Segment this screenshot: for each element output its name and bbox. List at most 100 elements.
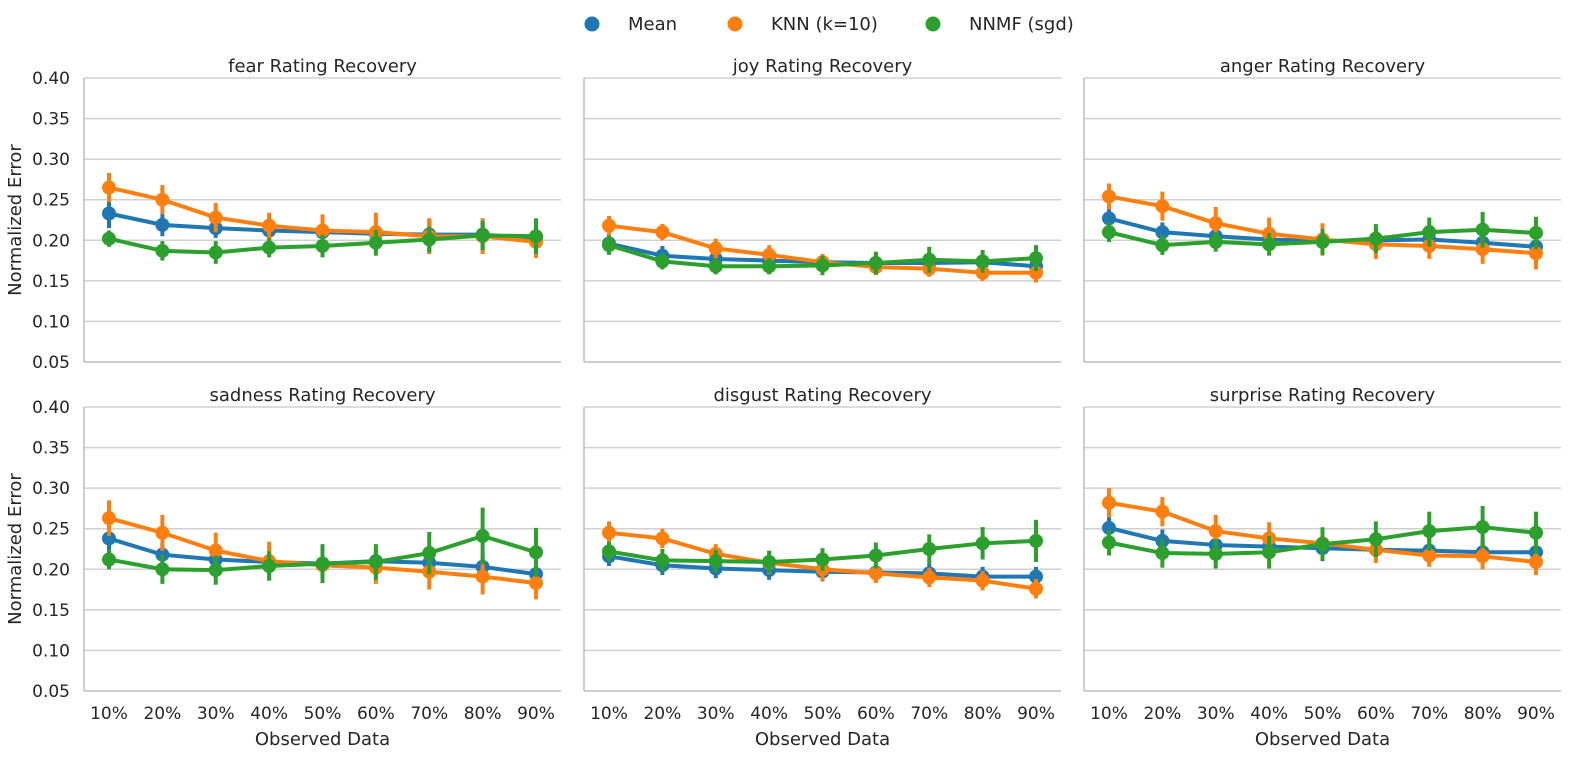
data-point: [1029, 533, 1043, 548]
data-point: [1155, 199, 1170, 214]
data-point: [1315, 234, 1330, 249]
x-tick-label: 30%: [697, 704, 735, 724]
panel-title: anger Rating Recovery: [1220, 56, 1426, 77]
data-point: [762, 554, 777, 569]
x-tick-label: 90%: [1017, 704, 1055, 724]
data-point: [208, 245, 223, 260]
y-tick-label: 0.25: [32, 520, 70, 540]
data-point: [1315, 537, 1330, 552]
data-point: [475, 228, 490, 243]
data-point: [529, 545, 543, 560]
data-point: [262, 559, 277, 574]
series-nnmf-sgd: [102, 218, 543, 264]
data-point: [1155, 504, 1170, 519]
data-point: [102, 531, 116, 546]
data-point: [922, 542, 937, 556]
data-point: [1529, 225, 1543, 240]
data-point: [208, 543, 223, 558]
x-tick-label: 70%: [410, 704, 448, 724]
data-point: [655, 225, 670, 240]
data-point: [155, 562, 170, 577]
data-point: [1208, 234, 1223, 249]
data-point: [602, 544, 616, 559]
x-tick-label: 70%: [1410, 704, 1448, 724]
data-point: [1208, 546, 1223, 561]
x-tick-label: 30%: [1197, 704, 1235, 724]
x-tick-label: 60%: [357, 704, 395, 724]
data-point: [102, 511, 116, 526]
data-point: [1422, 225, 1437, 240]
data-point: [1029, 251, 1043, 266]
panel-3: anger Rating Recovery: [1083, 56, 1561, 363]
legend-label: NNMF (sgd): [969, 14, 1074, 35]
data-point: [1102, 495, 1116, 510]
data-point: [155, 192, 170, 207]
data-point: [422, 546, 437, 561]
data-point: [708, 554, 723, 569]
x-tick-label: 80%: [464, 704, 502, 724]
data-point: [602, 218, 616, 233]
data-point: [655, 553, 670, 568]
series-nnmf-sgd: [602, 235, 1043, 276]
data-point: [475, 529, 490, 544]
panel-5: disgust Rating Recovery 10% 20% 30% 40% 50% 60…: [583, 385, 1061, 750]
y-tick-label: 0.35: [32, 110, 70, 130]
chart-legend: Mean KNN (k=10) NNMF (sgd): [584, 14, 1074, 35]
x-tick-label: 50%: [804, 704, 842, 724]
x-tick-label: 10%: [1090, 704, 1128, 724]
x-tick-label: 70%: [910, 704, 948, 724]
data-point: [315, 238, 330, 253]
data-point: [1368, 231, 1383, 246]
chart-panels: fear Rating Recovery 0.05 0.10 0.15 0.20 0.25…: [5, 56, 1561, 750]
panel-title: sadness Rating Recovery: [209, 385, 435, 406]
x-tick-label: 30%: [197, 704, 235, 724]
data-point: [868, 548, 883, 563]
data-point: [922, 252, 937, 267]
y-axis-title: Normalized Error: [5, 473, 26, 625]
data-point: [815, 258, 830, 273]
data-point: [262, 240, 277, 255]
data-point: [602, 238, 616, 253]
data-point: [155, 243, 170, 258]
data-point: [1422, 548, 1437, 563]
y-tick-label: 0.15: [32, 272, 70, 292]
data-point: [1529, 246, 1543, 261]
data-point: [529, 229, 543, 244]
x-tick-label: 80%: [1464, 704, 1502, 724]
data-point: [655, 531, 670, 546]
y-axis-title: Normalized Error: [5, 144, 26, 296]
legend-marker: [584, 16, 600, 32]
y-tick-label: 0.20: [32, 231, 70, 251]
x-axis-title: Observed Data: [755, 729, 890, 750]
y-tick-label: 0.20: [32, 560, 70, 580]
data-point: [1475, 222, 1490, 237]
data-point: [1262, 237, 1277, 252]
data-point: [1102, 189, 1116, 204]
series-nnmf-sgd: [602, 519, 1043, 574]
data-point: [102, 206, 116, 221]
data-point: [1475, 242, 1490, 257]
data-point: [1422, 524, 1437, 539]
data-point: [155, 525, 170, 540]
x-tick-label: 90%: [1517, 704, 1555, 724]
data-point: [1475, 549, 1490, 564]
data-point: [1529, 554, 1543, 569]
series-nnmf-sgd: [102, 507, 543, 585]
data-point: [155, 217, 170, 232]
series-nnmf-sgd: [1102, 211, 1543, 256]
data-point: [762, 259, 777, 274]
data-point: [368, 235, 383, 250]
data-point: [1102, 520, 1116, 535]
y-tick-label: 0.30: [32, 479, 70, 499]
panel-1: fear Rating Recovery 0.05 0.10 0.15 0.20 0.25…: [5, 56, 561, 373]
legend-marker: [925, 16, 941, 32]
data-point: [208, 563, 223, 578]
data-point: [1029, 581, 1043, 596]
legend-item: Mean: [584, 14, 677, 35]
y-tick-label: 0.40: [32, 69, 70, 89]
x-tick-label: 10%: [90, 704, 128, 724]
x-tick-label: 80%: [964, 704, 1002, 724]
x-tick-label: 20%: [143, 704, 181, 724]
